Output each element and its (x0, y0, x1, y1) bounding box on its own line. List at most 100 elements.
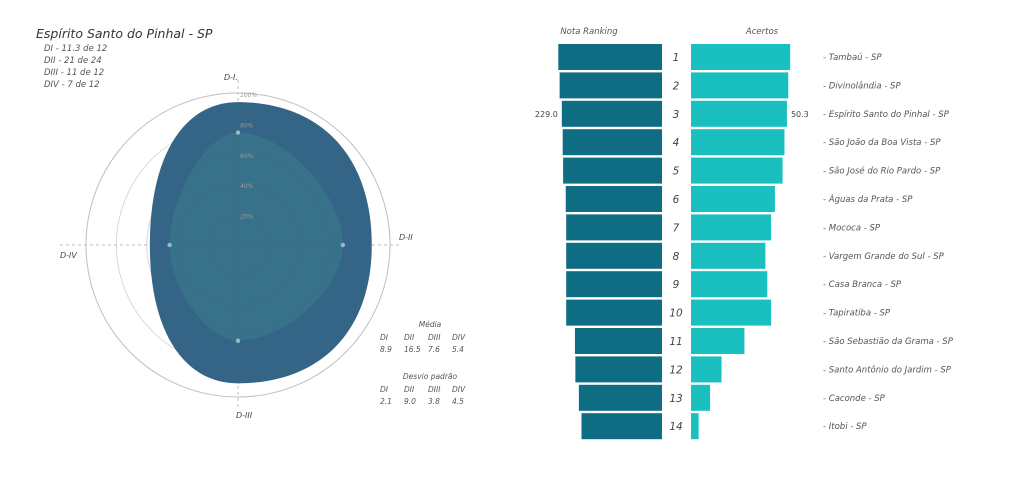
radar-stats: Média DI DII DIII DIV 8.9 16.5 7.6 5.4 D… (380, 320, 480, 406)
city-label: - Divinolândia - SP (823, 81, 901, 91)
desvio-headers: DI DII DIII DIV (380, 385, 480, 394)
desvio-value-diii: 3.8 (428, 397, 440, 406)
city-label: - São Sebastião da Grama - SP (823, 337, 954, 347)
axis-label-dii: D-II (399, 233, 413, 242)
radar-chart: 100% 80% 60% 40% 20% D-I. D-II D-III D-IV (60, 73, 413, 420)
radar-ring-label-20: 20% (240, 214, 254, 221)
acertos-bar (691, 328, 745, 354)
city-label: - Tambaú - SP (823, 53, 882, 63)
desvio-value-div: 4.5 (452, 397, 464, 406)
rank-label: 1 (673, 52, 680, 64)
nota-bar (566, 242, 662, 269)
city-label: - Tapiratiba - SP (823, 309, 891, 319)
nota-bar (561, 100, 662, 127)
acertos-bar (691, 413, 699, 440)
rank-label: 13 (669, 393, 682, 405)
rank-label: 9 (673, 279, 680, 291)
media-header-div: DIV (452, 333, 466, 342)
desvio-header-di: DI (380, 385, 388, 394)
desvio-title: Desvio padrão (402, 372, 458, 381)
rank-label: 3 (673, 109, 680, 121)
nota-bar (562, 129, 662, 156)
city-label: - São João da Boa Vista - SP (823, 138, 941, 148)
desvio-header-diii: DIII (428, 385, 441, 394)
radar-ring-label-100: 100% (240, 92, 257, 99)
acertos-bar (691, 129, 785, 156)
rank-label: 2 (673, 80, 680, 92)
acertos-bar (691, 356, 722, 383)
nota-bar (574, 328, 662, 354)
left-header-nota-ranking: Nota Ranking (560, 27, 618, 37)
radar-subtitle: DI - 11.3 de 12 DII - 21 de 24 DIII - 11… (44, 43, 107, 91)
city-label: - Águas da Prata - SP (823, 193, 913, 205)
rank-label: 5 (673, 166, 680, 178)
nota-bar (581, 413, 662, 440)
nota-bar (578, 384, 662, 411)
radar-ring-label-60: 60% (240, 153, 254, 160)
rank-label: 7 (673, 222, 680, 234)
radar-area-media (169, 132, 343, 341)
nota-bar (559, 72, 662, 99)
city-label: - São José do Rio Pardo - SP (823, 166, 941, 177)
acertos-bar (691, 157, 783, 184)
nota-bar (565, 186, 662, 212)
nota-value-label: 229.0 (535, 110, 558, 119)
media-header-di: DI (380, 333, 388, 342)
acertos-bar (691, 100, 787, 127)
desvio-header-div: DIV (452, 385, 466, 394)
acertos-bar (691, 44, 791, 70)
acertos-bar (691, 72, 789, 99)
acertos-bar (691, 186, 775, 212)
nota-bar (558, 44, 662, 70)
rank-label: 14 (669, 421, 682, 433)
city-label: - Vargem Grande do Sul - SP (823, 252, 945, 262)
media-value-diii: 7.6 (428, 345, 440, 354)
desvio-values: 2.1 9.0 3.8 4.5 (380, 397, 480, 406)
media-header-diii: DIII (428, 333, 441, 342)
rank-label: 11 (669, 336, 682, 348)
nota-bar (575, 356, 662, 383)
axis-label-di: D-I. (224, 73, 238, 82)
desvio-header-dii: DII (404, 385, 415, 394)
media-values: 8.9 16.5 7.6 5.4 (380, 345, 480, 354)
acertos-bar (691, 242, 766, 269)
acertos-value-label: 50.3 (791, 110, 809, 119)
city-label: - Espírito Santo do Pinhal - SP (823, 110, 950, 120)
rank-label: 6 (673, 194, 680, 206)
media-title: Média (418, 320, 442, 329)
radar-ring-label-40: 40% (240, 183, 254, 190)
subtitle-line-diii: DIII - 11 de 12 (44, 68, 105, 78)
acertos-bar (691, 384, 711, 411)
desvio-value-dii: 9.0 (404, 397, 416, 406)
rank-label: 12 (669, 364, 683, 376)
city-label: - Itobi - SP (823, 422, 867, 432)
media-header-dii: DII (404, 333, 415, 342)
acertos-bar (691, 214, 772, 241)
nota-bar (566, 214, 662, 241)
axis-label-diii: D-III (236, 411, 253, 420)
radar-media-point-1 (235, 130, 241, 135)
acertos-bar (691, 271, 768, 298)
desvio-value-di: 2.1 (380, 397, 392, 406)
radar-media-point-3 (235, 338, 241, 343)
city-label: - Casa Branca - SP (823, 280, 902, 290)
subtitle-line-dii: DII - 21 de 24 (44, 56, 102, 66)
media-headers: DI DII DIII DIV (380, 333, 480, 342)
city-label: - Caconde - SP (823, 394, 886, 404)
radar-media-point-2 (340, 242, 346, 248)
radar-title: Espírito Santo do Pinhal - SP (36, 26, 213, 41)
subtitle-line-di: DI - 11.3 de 12 (44, 44, 108, 54)
city-label: - Mococa - SP (823, 223, 881, 233)
rank-label: 4 (673, 137, 680, 149)
subtitle-line-div: DIV - 7 de 12 (44, 80, 100, 90)
rank-label: 8 (673, 251, 680, 263)
media-value-dii: 16.5 (404, 345, 421, 354)
rank-label: 10 (669, 308, 683, 320)
axis-label-div: D-IV (60, 251, 77, 260)
nota-bar (563, 157, 662, 184)
right-header-acertos: Acertos (745, 27, 779, 37)
city-label: - Santo Antônio do Jardim - SP (823, 364, 952, 375)
media-value-di: 8.9 (380, 345, 392, 354)
media-value-div: 5.4 (452, 345, 464, 354)
